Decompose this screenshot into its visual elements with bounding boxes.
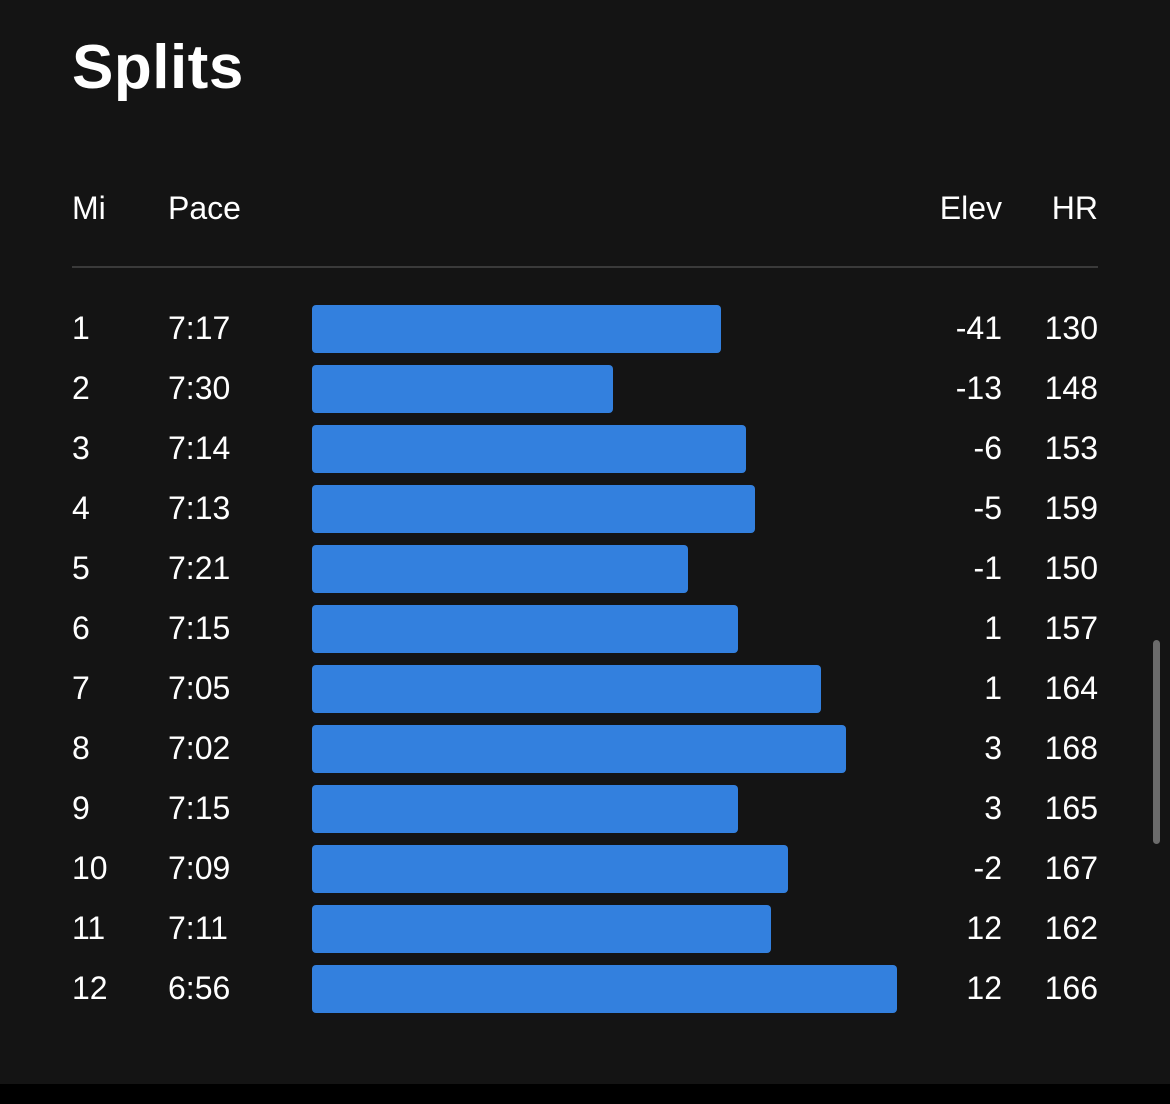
split-heart-rate: 167 <box>1044 850 1098 886</box>
table-row: 3 7:14 -6 153 <box>0 418 1170 478</box>
split-elevation: 12 <box>966 910 1002 946</box>
split-mile: 10 <box>72 850 108 886</box>
table-row: 10 7:09 -2 167 <box>0 838 1170 898</box>
split-pace: 7:14 <box>168 430 231 466</box>
table-row: 5 7:21 -1 150 <box>0 538 1170 598</box>
pace-bar <box>312 365 613 413</box>
table-row: 1 7:17 -41 130 <box>0 298 1170 358</box>
split-heart-rate: 168 <box>1044 730 1098 766</box>
split-pace: 7:05 <box>168 670 231 706</box>
split-elevation: -2 <box>973 850 1002 886</box>
table-row: 7 7:05 1 164 <box>0 658 1170 718</box>
pace-bar <box>312 485 755 533</box>
split-mile: 7 <box>72 670 90 706</box>
table-row: 11 7:11 12 162 <box>0 898 1170 958</box>
split-heart-rate: 164 <box>1044 670 1098 706</box>
table-row: 6 7:15 1 157 <box>0 598 1170 658</box>
pace-bar <box>312 425 747 473</box>
split-elevation: -13 <box>955 370 1002 406</box>
column-header-pace: Pace <box>168 190 241 226</box>
pace-bar <box>312 545 688 593</box>
split-elevation: 3 <box>984 790 1002 826</box>
pace-bar <box>312 785 738 833</box>
split-pace: 7:09 <box>168 850 231 886</box>
split-mile: 9 <box>72 790 90 826</box>
split-pace: 7:11 <box>168 910 228 946</box>
header-divider <box>72 266 1098 268</box>
splits-table: 1 7:17 -41 130 2 7:30 -13 148 3 7:14 -6 153 4 7:13 -5 1… <box>0 298 1170 1018</box>
split-pace: 7:02 <box>168 730 231 766</box>
split-heart-rate: 130 <box>1044 310 1098 346</box>
page-title: Splits <box>72 33 244 102</box>
split-elevation: -41 <box>955 310 1002 346</box>
column-header-heart-rate: HR <box>1051 190 1098 226</box>
split-mile: 1 <box>72 310 90 346</box>
split-heart-rate: 159 <box>1044 490 1098 526</box>
split-pace: 7:13 <box>168 490 231 526</box>
pace-bar <box>312 605 738 653</box>
split-heart-rate: 157 <box>1044 610 1098 646</box>
split-elevation: 3 <box>984 730 1002 766</box>
split-pace: 7:17 <box>168 310 231 346</box>
split-elevation: -6 <box>973 430 1002 466</box>
pace-bar <box>312 725 847 773</box>
pace-bar <box>312 845 788 893</box>
split-pace: 7:15 <box>168 610 231 646</box>
split-pace: 7:15 <box>168 790 231 826</box>
split-pace: 6:56 <box>168 970 231 1006</box>
split-mile: 4 <box>72 490 90 526</box>
pace-bar <box>312 905 772 953</box>
pace-bar <box>312 305 722 353</box>
split-mile: 3 <box>72 430 90 466</box>
split-elevation: -5 <box>973 490 1002 526</box>
table-row: 12 6:56 12 166 <box>0 958 1170 1018</box>
split-elevation: -1 <box>973 550 1002 586</box>
split-mile: 6 <box>72 610 90 646</box>
split-elevation: 1 <box>984 610 1002 646</box>
split-heart-rate: 153 <box>1044 430 1098 466</box>
column-header-mile: Mi <box>72 190 106 226</box>
split-pace: 7:30 <box>168 370 231 406</box>
split-mile: 8 <box>72 730 90 766</box>
split-heart-rate: 166 <box>1044 970 1098 1006</box>
split-elevation: 12 <box>966 970 1002 1006</box>
split-mile: 5 <box>72 550 90 586</box>
table-row: 4 7:13 -5 159 <box>0 478 1170 538</box>
scrollbar[interactable] <box>1153 640 1160 844</box>
column-header-elevation: Elev <box>939 190 1002 226</box>
table-row: 2 7:30 -13 148 <box>0 358 1170 418</box>
split-heart-rate: 150 <box>1044 550 1098 586</box>
split-heart-rate: 162 <box>1044 910 1098 946</box>
split-pace: 7:21 <box>168 550 231 586</box>
table-row: 9 7:15 3 165 <box>0 778 1170 838</box>
pace-bar <box>312 965 897 1013</box>
split-heart-rate: 165 <box>1044 790 1098 826</box>
split-mile: 12 <box>72 970 108 1006</box>
table-row: 8 7:02 3 168 <box>0 718 1170 778</box>
split-elevation: 1 <box>984 670 1002 706</box>
pace-bar <box>312 665 822 713</box>
split-heart-rate: 148 <box>1044 370 1098 406</box>
split-mile: 2 <box>72 370 90 406</box>
split-mile: 11 <box>72 910 106 946</box>
